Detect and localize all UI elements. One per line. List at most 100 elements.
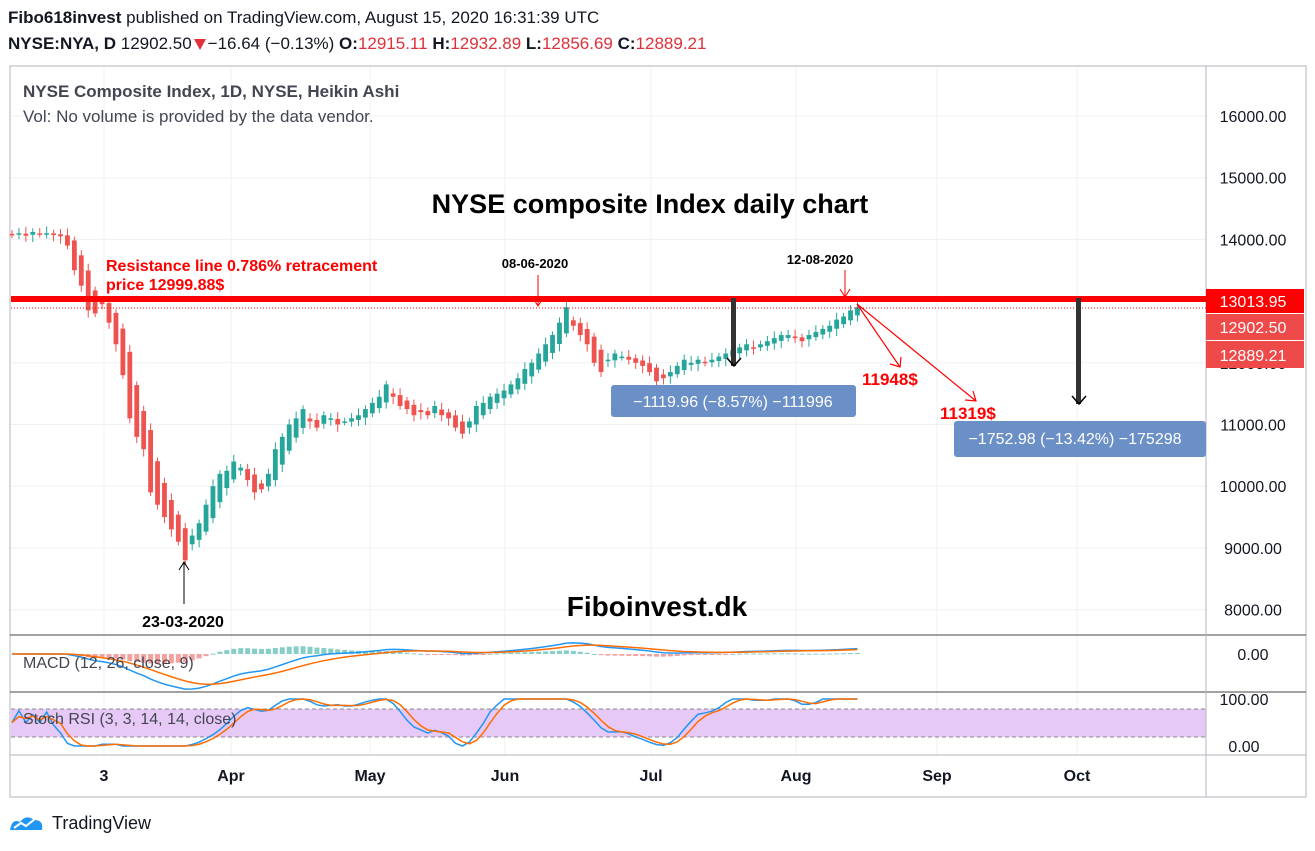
close-price-tag <box>1206 341 1304 368</box>
macd-histogram-bar <box>487 653 493 655</box>
candle-body <box>702 361 708 364</box>
macd-histogram-bar <box>626 654 632 656</box>
rsi-tick-top: 100.00 <box>1220 692 1269 709</box>
candle-body <box>848 310 853 321</box>
macd-histogram-bar <box>799 653 805 655</box>
macd-histogram-bar <box>134 654 140 663</box>
resistance-price-label: 13013.95 <box>1220 294 1287 311</box>
candle-body <box>439 409 445 416</box>
macd-histogram-bar <box>841 653 847 655</box>
candle-body <box>432 405 438 414</box>
time-tick: Jun <box>491 768 519 785</box>
candle-body <box>737 347 743 354</box>
candle-body <box>813 331 819 338</box>
macd-histogram-bar <box>543 651 549 654</box>
macd-histogram-bar <box>293 646 299 654</box>
candle-body <box>383 384 389 403</box>
macd-histogram-bar <box>335 649 341 654</box>
candle-body <box>453 415 458 428</box>
macd-histogram-bar <box>501 653 507 655</box>
candle-body <box>58 234 63 237</box>
last-price-tag <box>1206 314 1304 340</box>
macd-histogram-bar <box>764 653 770 655</box>
candle-body <box>487 396 493 410</box>
projection-arrow-2[interactable] <box>856 303 977 402</box>
measure-box-2[interactable] <box>954 421 1206 457</box>
legend-vol: Vol: No volume is provided by the data v… <box>23 107 374 126</box>
macd-histogram-bar <box>155 654 161 664</box>
macd-histogram-bar <box>279 647 285 654</box>
time-tick: Aug <box>780 768 811 785</box>
marker-arrow-aug <box>839 288 851 298</box>
measure-box-1[interactable] <box>611 385 856 417</box>
candle-body <box>78 255 84 286</box>
candle-body <box>834 319 840 329</box>
macd-histogram-bar <box>203 654 209 657</box>
candle-body <box>321 415 327 424</box>
macd-histogram-bar <box>148 654 154 664</box>
candle-body <box>231 461 237 480</box>
macd-histogram-bar <box>536 651 542 654</box>
publish-header: Fibo618invest published on TradingView.c… <box>8 8 599 28</box>
macd-histogram-bar <box>494 653 500 655</box>
candle-body <box>238 467 244 471</box>
macd-histogram-bar <box>328 648 334 654</box>
candle-body <box>425 411 431 416</box>
price-tick: 9000.00 <box>1224 541 1282 558</box>
macd-histogram-bar <box>453 654 459 656</box>
macd-histogram-bar <box>709 654 715 655</box>
high-value: 12932.89 <box>450 34 522 53</box>
measure-bar-1[interactable] <box>731 298 736 366</box>
watermark-text: Fiboinvest.dk <box>567 591 748 622</box>
rsi-label: Stoch RSI (3, 3, 14, 14, close) <box>23 711 236 728</box>
macd-histogram-bar <box>238 648 244 654</box>
macd-histogram-bar <box>563 650 569 654</box>
price-tick: 8000.00 <box>1224 603 1282 620</box>
candle-body <box>155 461 160 505</box>
marker-arrow-jun <box>532 297 544 307</box>
candle-body <box>224 470 230 489</box>
candle-body <box>127 351 133 419</box>
price-tick: 11000.00 <box>1220 418 1286 435</box>
macd-histogram-bar <box>120 654 126 660</box>
candle-body <box>99 301 105 305</box>
macd-histogram-bar <box>681 654 687 656</box>
candle-body <box>681 359 687 371</box>
candle-body <box>785 335 791 338</box>
macd-histogram-bar <box>9 654 15 655</box>
macd-tick: 0.00 <box>1237 647 1268 664</box>
macd-histogram-bar <box>751 653 757 655</box>
macd-histogram-bar <box>307 646 313 654</box>
candle-body <box>328 418 334 420</box>
candle-body <box>300 409 306 428</box>
measure-text-1: −1119.96 (−8.57%) −111996 <box>633 394 833 411</box>
macd-histogram-bar <box>834 653 840 655</box>
price-tick: 14000.00 <box>1220 232 1287 249</box>
candle-body <box>369 402 375 414</box>
candle-body <box>806 335 812 340</box>
candle-body <box>612 353 618 361</box>
projection-arrow-1[interactable] <box>856 303 901 368</box>
last-price-label: 12902.50 <box>1220 320 1287 337</box>
candle-body <box>751 347 756 349</box>
price-tick: 15000.00 <box>1220 171 1287 188</box>
candle-body <box>37 233 43 235</box>
candle-body <box>335 418 341 425</box>
tradingview-logo-icon <box>10 817 43 830</box>
time-axis[interactable]: 3 Apr May Jun Jul Aug Sep Oct <box>100 768 1091 785</box>
candle-body <box>778 335 784 341</box>
macd-histogram-bar <box>660 654 666 657</box>
macd-histogram-bar <box>106 654 112 659</box>
candle-body <box>626 356 632 360</box>
macd-histogram-bar <box>695 654 701 655</box>
candle-body <box>418 410 424 413</box>
measure-bar-2[interactable] <box>1076 298 1081 404</box>
macd-histogram-bar <box>175 654 181 663</box>
candle-body <box>446 412 451 419</box>
candle-body <box>203 504 209 532</box>
ohlc-header: NYSE:NYA, D 12902.50 −16.64 (−0.13%) O:12… <box>8 34 706 54</box>
candle-body <box>515 378 521 390</box>
macd-histogram-bar <box>446 654 452 655</box>
resistance-line[interactable] <box>11 296 1206 302</box>
